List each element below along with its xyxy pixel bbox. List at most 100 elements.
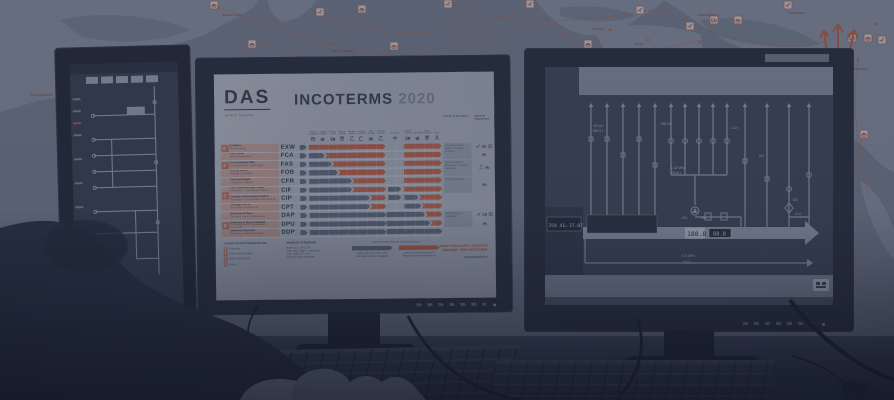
column-label: Import customs bbox=[423, 130, 432, 135]
column-label: Main carriage bbox=[367, 130, 375, 136]
legend-groups-title: GROUPS OF INCOTERMS RULES bbox=[223, 241, 267, 246]
term-name-ru: Перевозка оплачена до bbox=[230, 206, 258, 210]
seller-start-marker bbox=[300, 230, 307, 235]
scada-value-label: 4.3 t bbox=[795, 212, 801, 216]
left-schematic bbox=[69, 61, 185, 315]
transport-badge bbox=[635, 5, 645, 15]
das-logo-subtitle: global logistik bbox=[225, 113, 254, 118]
term-code: EXW bbox=[280, 144, 296, 151]
legend-group-label: Arrival bbox=[229, 262, 237, 266]
transport-badge bbox=[315, 7, 325, 17]
power-led bbox=[493, 303, 497, 307]
seller-bar-gap bbox=[386, 220, 405, 226]
left-bar-segment bbox=[309, 220, 386, 228]
left-bar-segment bbox=[309, 194, 386, 202]
column-label: Buyer bbox=[433, 132, 440, 135]
transport-badge bbox=[877, 35, 887, 45]
forklift-icon bbox=[415, 135, 420, 140]
city-dot bbox=[646, 38, 650, 42]
scada-value-label: 23.45 t bbox=[671, 171, 681, 175]
term-name: Cost, Insurance and Freight Стоимость, ст… bbox=[229, 186, 280, 195]
incoterms-poster: DAS global logistik INCOTERMS 2020 Expor… bbox=[213, 71, 497, 301]
truck-icon bbox=[406, 135, 411, 140]
seller-start-marker bbox=[300, 222, 307, 227]
term-name-ru: Поставка в месте назначения с выгрузкой bbox=[230, 223, 267, 229]
column-header: Delivery to place bbox=[403, 112, 413, 140]
column-label: Terminal charges bbox=[347, 130, 356, 136]
box-icon bbox=[311, 136, 316, 141]
mode-icon-group bbox=[475, 159, 493, 175]
city-dot bbox=[698, 40, 702, 44]
seller-bar bbox=[309, 161, 332, 166]
seller-start-marker bbox=[300, 145, 307, 150]
pipe-chip-2-value: 88.8 bbox=[713, 232, 726, 238]
transport-badge bbox=[525, 0, 535, 9]
term-name: Delivered at Place Поставка в месте назна… bbox=[229, 212, 280, 221]
incoterms-row: Delivered Duty Paid Поставка с оплатой по… bbox=[221, 227, 443, 239]
transport-badge bbox=[247, 39, 257, 49]
scada-value-label: 500.5 t bbox=[593, 129, 603, 133]
right-bar-segment bbox=[404, 159, 442, 167]
buyer-bar-right bbox=[404, 169, 442, 175]
umbrella-icon bbox=[392, 136, 397, 141]
bezel-buttons bbox=[416, 302, 487, 307]
city-dot bbox=[558, 32, 562, 36]
mode-column-header: MODE OF TRANSPORT bbox=[474, 114, 490, 121]
truck-icon bbox=[481, 143, 486, 148]
column-header: Loading on board bbox=[356, 113, 366, 141]
column-header: Terminal at arrival bbox=[376, 113, 386, 141]
column-header: Unloading bbox=[413, 112, 423, 140]
buyer-bar-right bbox=[419, 195, 443, 200]
mode-icon-group bbox=[475, 210, 493, 226]
group-badge-E: E bbox=[221, 145, 229, 153]
right-bar-segment bbox=[404, 193, 442, 201]
cost-bars bbox=[300, 219, 442, 228]
column-header: Export customs bbox=[337, 113, 347, 141]
column-label: Loading charges bbox=[319, 131, 327, 136]
website: www.dasglobal.ru bbox=[464, 254, 488, 259]
train-icon bbox=[488, 212, 493, 217]
legend-group-row: F Main carriage unpaid bbox=[223, 251, 280, 257]
legend-group-letter: D bbox=[223, 262, 228, 267]
right-monitor: 354.41 mm 37.07 188.8 88.8 473 t/h 500.5 … bbox=[524, 48, 854, 332]
term-code: FAS bbox=[280, 161, 294, 168]
readout-value2: 37.07 bbox=[569, 223, 583, 229]
poster-footer: MORE THAN JUST LOGISTICS БОЛЬШЕ, ЧЕМ ЛОГ… bbox=[440, 244, 488, 260]
das-logo: DAS bbox=[223, 86, 271, 111]
city-label: Лос-Анджелес bbox=[30, 93, 53, 97]
buyer-bar bbox=[338, 169, 386, 175]
buyer-bar-right bbox=[404, 143, 442, 149]
column-label: Unloading bbox=[413, 132, 423, 135]
term-name: Delivered at Place Unloaded Поставка в ме… bbox=[229, 220, 280, 229]
poster-title-text: INCOTERMS bbox=[294, 90, 394, 109]
term-code: CPT bbox=[281, 204, 295, 211]
column-header: Loading charges bbox=[318, 113, 328, 141]
right-bar-segment bbox=[404, 219, 442, 227]
crane-icon bbox=[378, 136, 383, 141]
seller-bar-right bbox=[404, 203, 421, 208]
cost-bars bbox=[300, 168, 442, 177]
term-name-ru: Поставка в месте назначения bbox=[230, 214, 265, 219]
legend-arrows: Transfer of risks from the seller to the… bbox=[352, 240, 440, 265]
seller-caption-ru: Расходы и риски продавца bbox=[356, 254, 388, 258]
buyer-bar-right bbox=[404, 186, 442, 192]
seller-bar-gap bbox=[386, 229, 405, 235]
seller-bar bbox=[309, 229, 386, 235]
buyer-bar bbox=[352, 178, 386, 184]
term-code: CFR bbox=[280, 178, 295, 185]
term-name-ru: Франко завод bbox=[229, 146, 246, 150]
delivery-place-note: Any named place (seller's premises, term… bbox=[443, 142, 472, 159]
transport-badge bbox=[733, 15, 743, 25]
mode-icon-group bbox=[475, 176, 493, 192]
scada-value-label: -0.2 t bbox=[731, 126, 738, 130]
mode-icon-group bbox=[475, 142, 493, 158]
city-dot bbox=[856, 58, 860, 62]
transport-badge bbox=[685, 21, 695, 31]
column-label: Delivery to place bbox=[404, 130, 412, 135]
city-label: Канзас-Сити bbox=[222, 13, 242, 17]
left-bar-segment bbox=[309, 185, 386, 193]
delivery-place-note: Port of destination bbox=[443, 176, 473, 193]
ship-icon bbox=[484, 165, 489, 170]
seller-arrow-legend: Costs and risks of the seller Расходы и … bbox=[352, 246, 393, 258]
center-monitor-screen: DAS global logistik INCOTERMS 2020 Expor… bbox=[213, 71, 497, 301]
